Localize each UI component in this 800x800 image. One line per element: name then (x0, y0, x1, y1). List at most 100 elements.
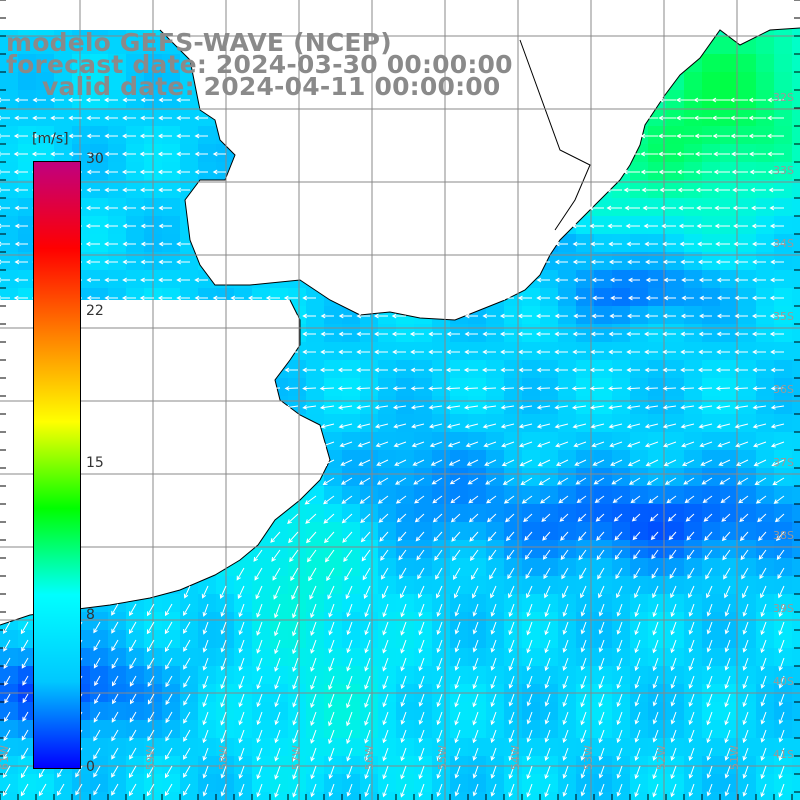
speed-cell (342, 738, 361, 757)
speed-cell (288, 756, 307, 775)
speed-cell (360, 450, 379, 469)
speed-cell (126, 792, 145, 800)
wind-arrow (616, 783, 623, 797)
speed-cell (648, 612, 667, 631)
speed-cell (576, 216, 595, 235)
wind-arrow (573, 295, 586, 301)
wind-arrow (409, 331, 424, 337)
wind-arrow (490, 675, 497, 689)
speed-cell (342, 468, 361, 487)
wind-arrow (146, 639, 155, 653)
speed-cell (738, 504, 757, 523)
wind-arrow (310, 783, 317, 798)
speed-cell (540, 324, 559, 343)
wind-arrow (400, 675, 407, 690)
speed-cell (180, 702, 199, 721)
wind-arrow (767, 115, 784, 121)
wind-arrow (742, 783, 749, 797)
wind-arrow (463, 367, 478, 373)
wind-arrow (86, 187, 100, 193)
wind-arrow (183, 675, 191, 688)
speed-cell (0, 720, 19, 739)
speed-cell (522, 540, 541, 559)
speed-cell (684, 558, 703, 577)
speed-cell (792, 144, 800, 163)
wind-arrow (104, 133, 118, 139)
speed-cell (720, 720, 739, 739)
speed-cell (450, 594, 469, 613)
wind-arrow (158, 97, 172, 103)
wind-arrow (634, 675, 641, 689)
wind-arrow (651, 567, 659, 579)
wind-arrow (778, 747, 785, 761)
speed-cell (702, 576, 721, 595)
speed-cell (504, 774, 523, 793)
speed-cell (360, 630, 379, 649)
wind-arrow (598, 675, 605, 690)
speed-cell (648, 504, 667, 523)
wind-arrow (518, 423, 533, 429)
wind-arrow (607, 223, 622, 229)
speed-cell (126, 756, 145, 775)
wind-arrow (292, 693, 299, 708)
speed-cell (126, 774, 145, 793)
speed-cell (738, 252, 757, 271)
speed-cell (414, 594, 433, 613)
speed-cell (792, 468, 800, 487)
wind-arrow (324, 531, 335, 544)
wind-arrow (382, 747, 389, 762)
speed-cell (306, 360, 325, 379)
wind-arrow (652, 603, 659, 618)
wind-arrow (544, 747, 551, 761)
wind-arrow (541, 513, 551, 523)
wind-arrow (572, 349, 586, 355)
wind-arrow (129, 675, 137, 687)
speed-cell (324, 432, 343, 451)
wind-arrow (381, 585, 389, 599)
speed-cell (540, 306, 559, 325)
wind-arrow (157, 169, 172, 175)
wind-arrow (706, 783, 713, 797)
speed-cell (162, 90, 181, 109)
wind-arrow (696, 205, 712, 211)
speed-cell (684, 108, 703, 127)
speed-cell (648, 288, 667, 307)
speed-cell (18, 108, 37, 127)
speed-cell (684, 522, 703, 541)
speed-cell (504, 702, 523, 721)
speed-cell (720, 630, 739, 649)
speed-cell (126, 72, 145, 91)
speed-cell (576, 252, 595, 271)
wind-arrow (382, 603, 389, 618)
speed-cell (108, 108, 127, 127)
wind-arrow (398, 549, 407, 561)
wind-arrow (667, 513, 677, 522)
wind-arrow (544, 711, 551, 725)
wind-arrow (554, 386, 569, 391)
wind-arrow (508, 747, 515, 761)
wind-arrow (609, 313, 622, 319)
wind-arrow (375, 441, 389, 448)
wind-arrow (724, 621, 731, 635)
wind-arrow (392, 367, 406, 373)
wind-arrow (417, 567, 425, 580)
speed-cell (576, 594, 595, 613)
wind-arrow (122, 241, 136, 247)
speed-cell (666, 198, 685, 217)
wind-arrow (706, 621, 713, 635)
speed-cell (90, 126, 109, 145)
speed-cell (522, 360, 541, 379)
wind-arrow (580, 765, 587, 779)
speed-cell (576, 432, 595, 451)
speed-cell (414, 396, 433, 415)
wind-arrow (392, 349, 406, 355)
speed-cell (756, 432, 775, 451)
speed-cell (0, 162, 19, 181)
speed-cell (594, 324, 613, 343)
speed-cell (126, 54, 145, 73)
colorbar-tick-22: 22 (86, 303, 104, 319)
lon-label: 53W (582, 745, 595, 770)
speed-cell (684, 180, 703, 199)
speed-cell (540, 720, 559, 739)
wind-arrow (326, 567, 335, 582)
